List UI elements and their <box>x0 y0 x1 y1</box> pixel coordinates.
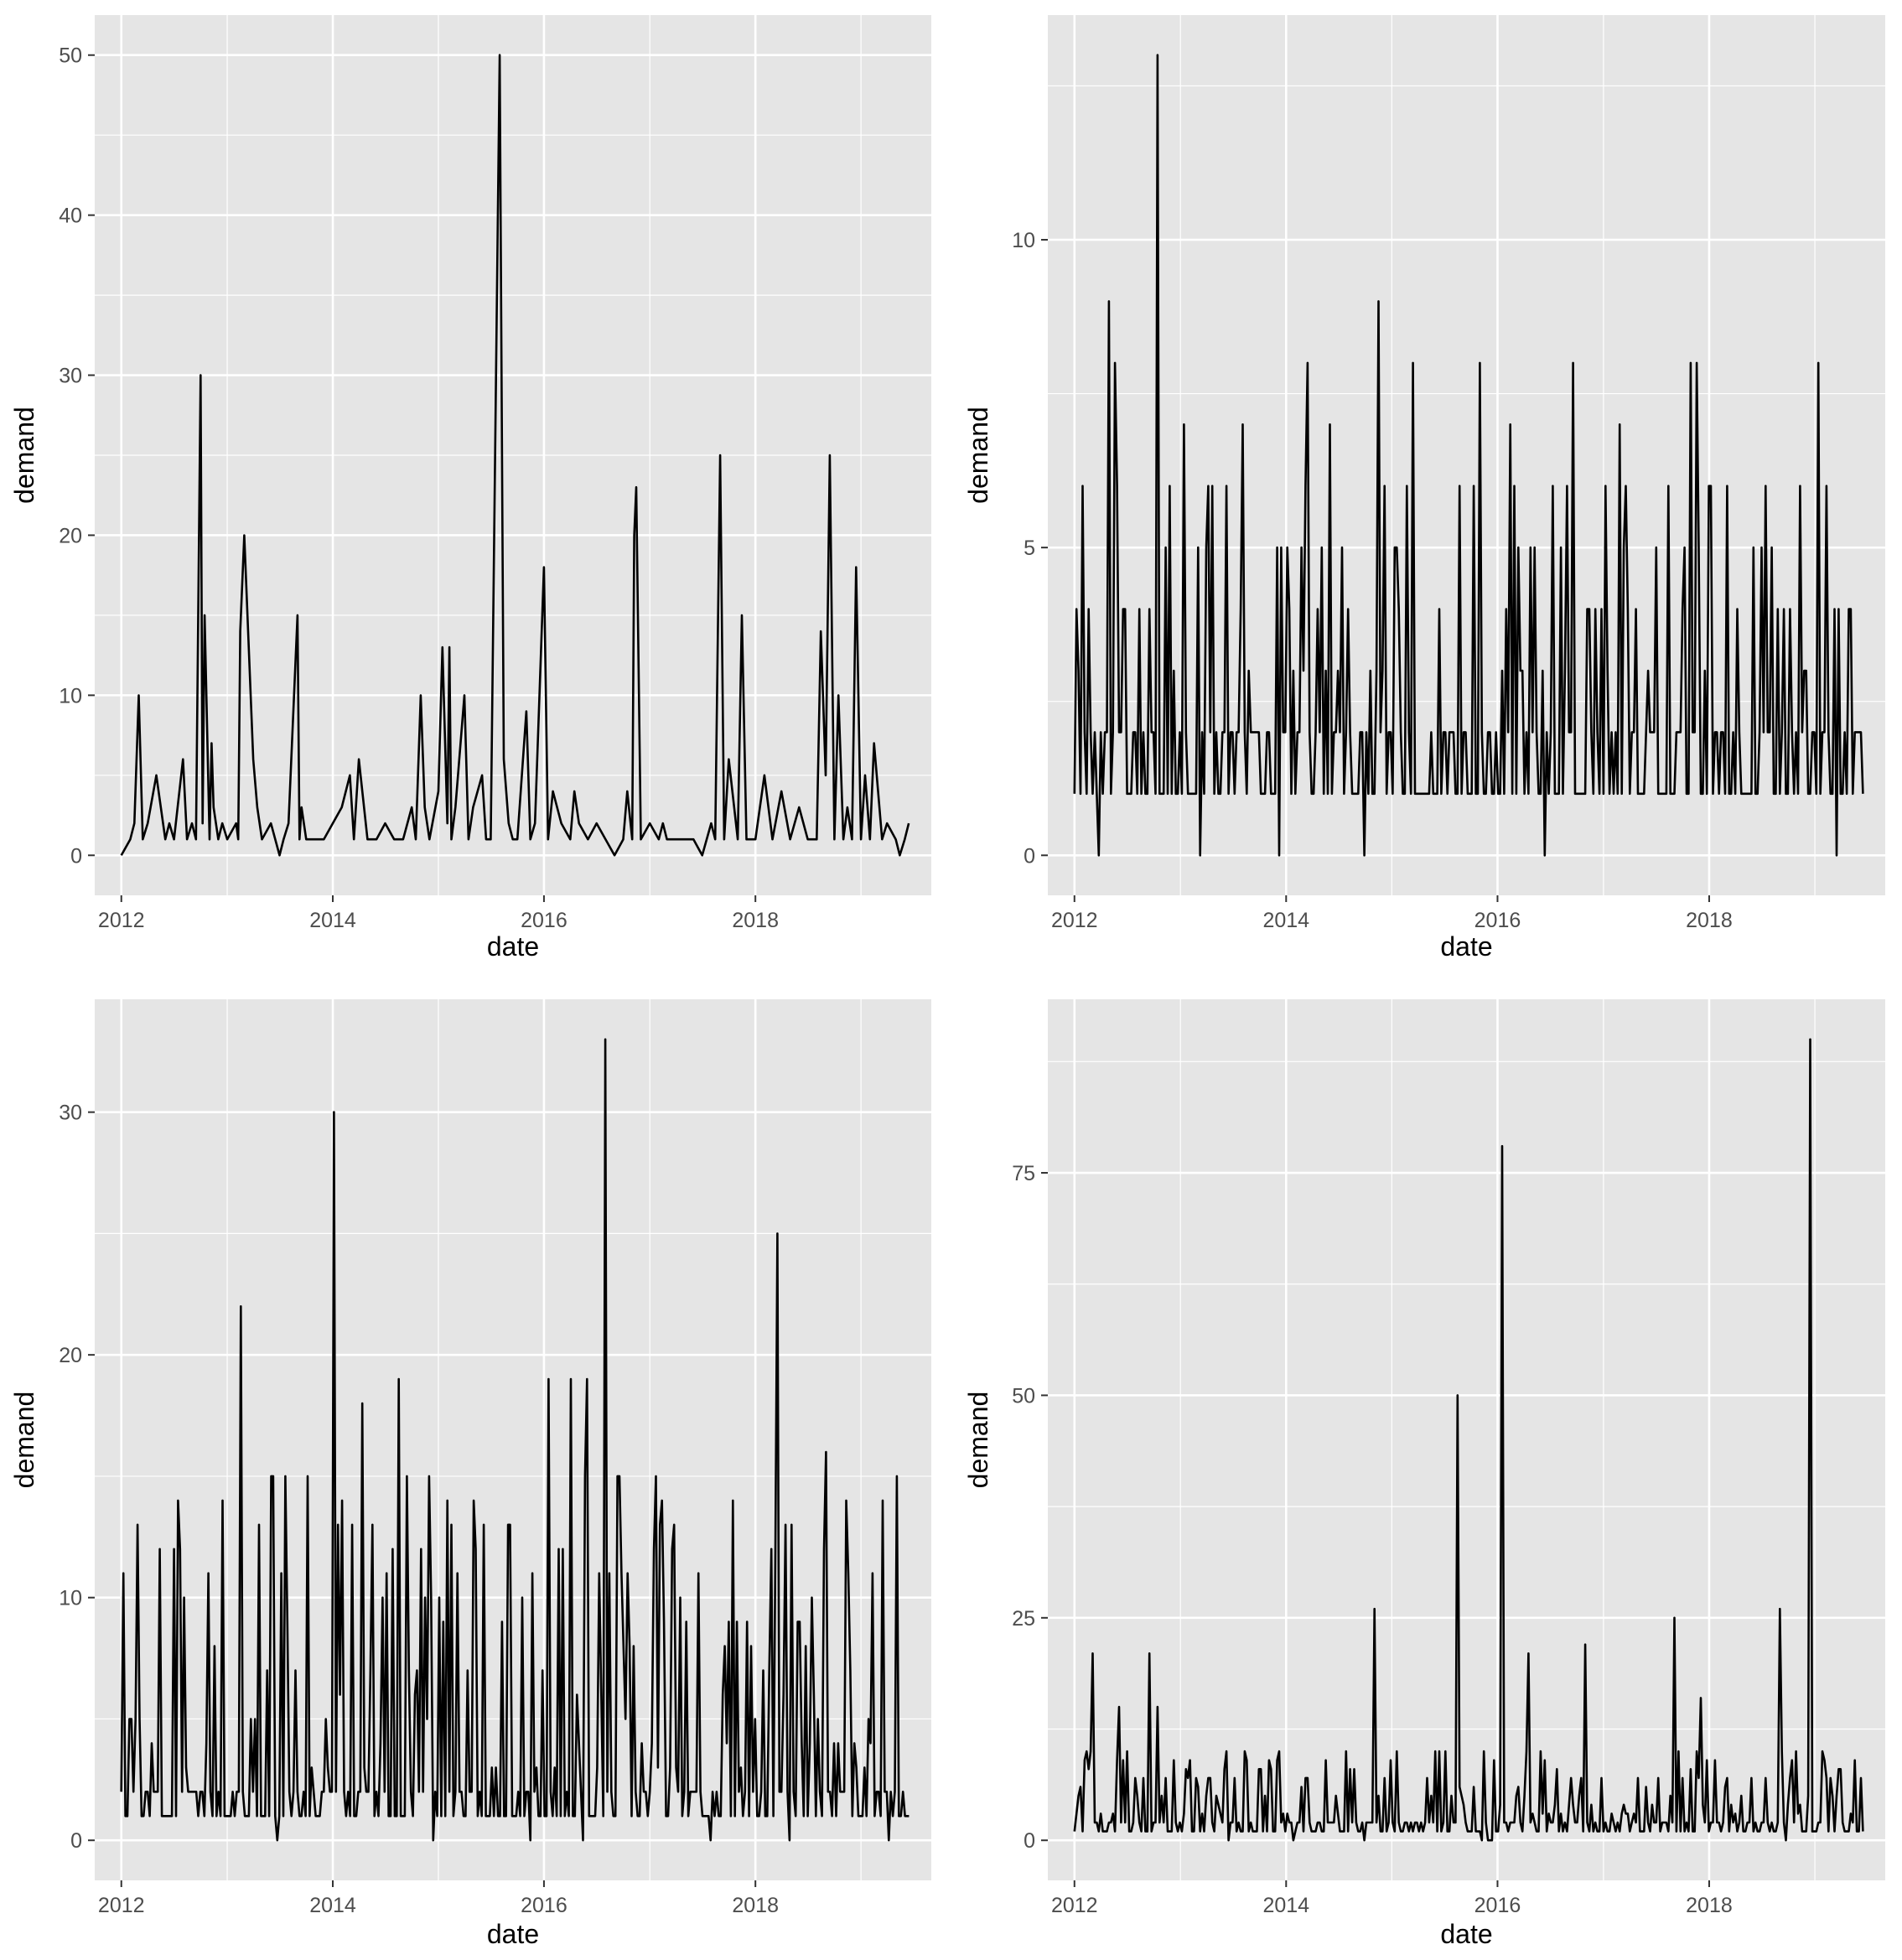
y-tick-label: 20 <box>59 1344 82 1367</box>
y-tick-label: 30 <box>59 365 82 388</box>
y-tick-label: 10 <box>59 684 82 708</box>
y-tick-label: 75 <box>1012 1162 1035 1185</box>
x-tick-label: 2014 <box>309 1894 356 1917</box>
y-tick-label: 50 <box>59 44 82 68</box>
x-tick-label: 2018 <box>732 1894 779 1917</box>
x-tick-label: 2016 <box>521 1894 567 1917</box>
x-tick-label: 2018 <box>1686 1894 1733 1917</box>
x-tick-label: 2018 <box>1686 909 1733 932</box>
x-tick-label: 2014 <box>309 909 356 932</box>
y-tick-label: 25 <box>1012 1607 1035 1631</box>
panel-2: 2012 2014 2016 2018 0 5 10 date demand <box>963 15 1885 962</box>
y-tick-label: 10 <box>59 1587 82 1610</box>
panel-background <box>1048 999 1885 1880</box>
panel-4: 2012 2014 2016 2018 0 25 50 75 date demand <box>963 999 1885 1949</box>
x-tick-label: 2014 <box>1262 1894 1309 1917</box>
y-axis-title: demand <box>963 1392 993 1489</box>
x-tick-label: 2012 <box>1051 1894 1098 1917</box>
y-tick-label: 20 <box>59 524 82 547</box>
y-tick-label: 5 <box>1024 537 1035 560</box>
x-axis-title: date <box>1440 1919 1492 1949</box>
y-tick-label: 30 <box>59 1102 82 1125</box>
x-tick-label: 2012 <box>1051 909 1098 932</box>
series-line <box>1073 1038 1864 1842</box>
y-axis-title: demand <box>963 407 993 504</box>
y-axis-title: demand <box>9 407 39 504</box>
x-tick-label: 2014 <box>1262 909 1309 932</box>
x-tick-label: 2016 <box>1474 909 1521 932</box>
x-tick-label: 2012 <box>98 1894 145 1917</box>
y-tick-label: 50 <box>1012 1384 1035 1408</box>
panel-3: 2012 2014 2016 2018 0 10 20 30 date demand <box>9 999 931 1949</box>
y-tick-label: 0 <box>70 844 82 868</box>
y-tick-label: 0 <box>70 1829 82 1853</box>
x-tick-label: 2016 <box>521 909 567 932</box>
y-tick-label: 40 <box>59 205 82 228</box>
x-axis-title: date <box>1440 931 1492 962</box>
panel-1: 2012 2014 2016 2018 0 10 20 30 40 50 date demand <box>9 15 931 962</box>
series-line <box>1073 54 1864 857</box>
y-tick-label: 0 <box>1024 1829 1035 1853</box>
series-line <box>120 1038 910 1842</box>
x-tick-label: 2012 <box>98 909 145 932</box>
panel-background <box>95 999 931 1880</box>
series-line <box>120 54 910 857</box>
y-tick-label: 10 <box>1012 229 1035 252</box>
x-axis-title: date <box>487 931 539 962</box>
x-tick-label: 2016 <box>1474 1894 1521 1917</box>
x-axis-title: date <box>487 1919 539 1949</box>
y-tick-label: 0 <box>1024 844 1035 868</box>
x-tick-label: 2018 <box>732 909 779 932</box>
y-axis-title: demand <box>9 1392 39 1489</box>
